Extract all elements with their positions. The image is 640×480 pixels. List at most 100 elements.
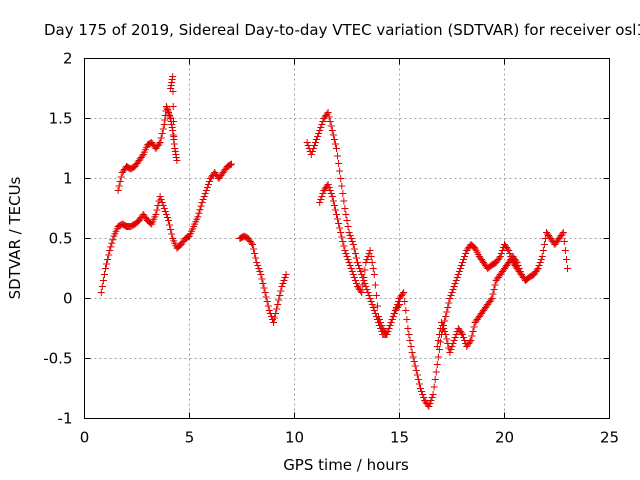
data-point — [328, 127, 336, 134]
y-tick-label: 1.5 — [49, 110, 73, 128]
data-point-interp — [163, 214, 171, 221]
data-point-interp — [335, 160, 343, 167]
data-point — [459, 331, 466, 338]
x-tick-label: 5 — [185, 429, 195, 447]
x-axis-label: GPS time / hours — [283, 456, 409, 474]
data-point-interp — [168, 121, 176, 128]
data-point-interp — [271, 314, 279, 322]
data-point-interp — [346, 262, 354, 269]
data-point-interp — [226, 161, 234, 169]
data-point-interp — [515, 265, 523, 272]
data-point-interp — [262, 293, 270, 301]
data-point-interp — [325, 184, 333, 191]
data-point — [564, 265, 571, 272]
data-point-interp — [452, 331, 460, 338]
data-point-interp — [116, 178, 124, 185]
data-point-interp — [340, 197, 348, 205]
data-point-interp — [394, 302, 402, 310]
data-point — [160, 121, 168, 128]
data-point — [370, 271, 378, 278]
data-point-interp — [367, 253, 375, 260]
data-point-interp — [418, 388, 426, 395]
data-point-interp — [319, 190, 327, 197]
data-point-interp — [167, 82, 175, 89]
data-point-interp — [431, 376, 439, 383]
y-tick-label: 1 — [63, 170, 73, 188]
data-point — [446, 295, 454, 302]
data-point-interp — [251, 250, 259, 257]
data-point — [433, 343, 441, 350]
data-point-interp — [280, 277, 288, 284]
series-segment-6 — [316, 181, 403, 338]
data-point — [97, 289, 105, 296]
data-point-interp — [275, 296, 283, 304]
data-point-interp — [558, 230, 566, 238]
data-point-interp — [468, 332, 476, 340]
data-point-interp — [100, 271, 108, 278]
data-point-interp — [384, 328, 392, 335]
series-segment-3 — [167, 73, 178, 140]
data-point-interp — [352, 280, 360, 287]
data-point — [408, 349, 416, 356]
data-point — [442, 331, 450, 338]
data-point-interp — [317, 124, 325, 131]
data-point-interp — [319, 118, 327, 125]
data-point-interp — [276, 292, 284, 299]
data-point-interp — [335, 220, 343, 227]
data-point-interp — [470, 323, 478, 331]
data-point — [303, 139, 311, 146]
data-point — [442, 313, 450, 320]
data-point-interp — [514, 262, 522, 269]
data-point-interp — [170, 140, 178, 148]
data-point-interp — [272, 310, 280, 317]
data-point-interp — [304, 142, 312, 149]
x-tick-label: 20 — [495, 429, 514, 447]
data-point — [265, 307, 273, 314]
data-point — [156, 139, 164, 146]
data-point-interp — [449, 340, 457, 347]
data-point-interp — [103, 260, 111, 268]
data-point-interp — [105, 251, 113, 259]
data-point — [202, 187, 210, 194]
data-point-interp — [117, 173, 125, 181]
data-point-interp — [403, 316, 411, 323]
data-point-interp — [350, 274, 358, 281]
data-point — [274, 301, 282, 308]
data-point-interp — [318, 193, 326, 200]
data-point-interp — [197, 202, 205, 210]
data-point-interp — [363, 286, 371, 293]
data-point — [559, 229, 567, 236]
data-point-interp — [326, 118, 334, 125]
data-point — [198, 199, 206, 206]
data-point-interp — [329, 131, 337, 139]
data-point — [345, 259, 353, 266]
data-point — [505, 247, 513, 254]
data-point-interp — [466, 338, 474, 346]
data-point-interp — [350, 245, 358, 253]
data-point-interp — [448, 289, 456, 296]
data-point-interp — [153, 206, 161, 214]
data-point — [341, 205, 349, 212]
data-point — [169, 73, 177, 80]
data-point-interp — [512, 257, 520, 265]
data-point — [270, 319, 277, 326]
data-point-interp — [138, 152, 146, 160]
data-point-interp — [260, 284, 268, 292]
data-point-interp — [252, 254, 260, 262]
data-point-interp — [169, 131, 177, 139]
data-point-interp — [342, 211, 350, 218]
data-point-interp — [451, 280, 459, 287]
data-point-interp — [346, 232, 354, 239]
grid-layer — [84, 58, 610, 419]
data-point — [194, 213, 202, 221]
chart-title: Day 175 of 2019, Sidereal Day-to-day VTE… — [44, 21, 640, 39]
data-point — [160, 205, 168, 212]
data-point — [362, 259, 370, 266]
data-point-interp — [352, 254, 360, 262]
data-point-interp — [368, 259, 376, 266]
data-point-interp — [420, 394, 428, 401]
data-point-interp — [428, 394, 436, 401]
data-point-interp — [343, 253, 351, 260]
data-point — [349, 271, 357, 278]
data-point — [228, 160, 235, 168]
